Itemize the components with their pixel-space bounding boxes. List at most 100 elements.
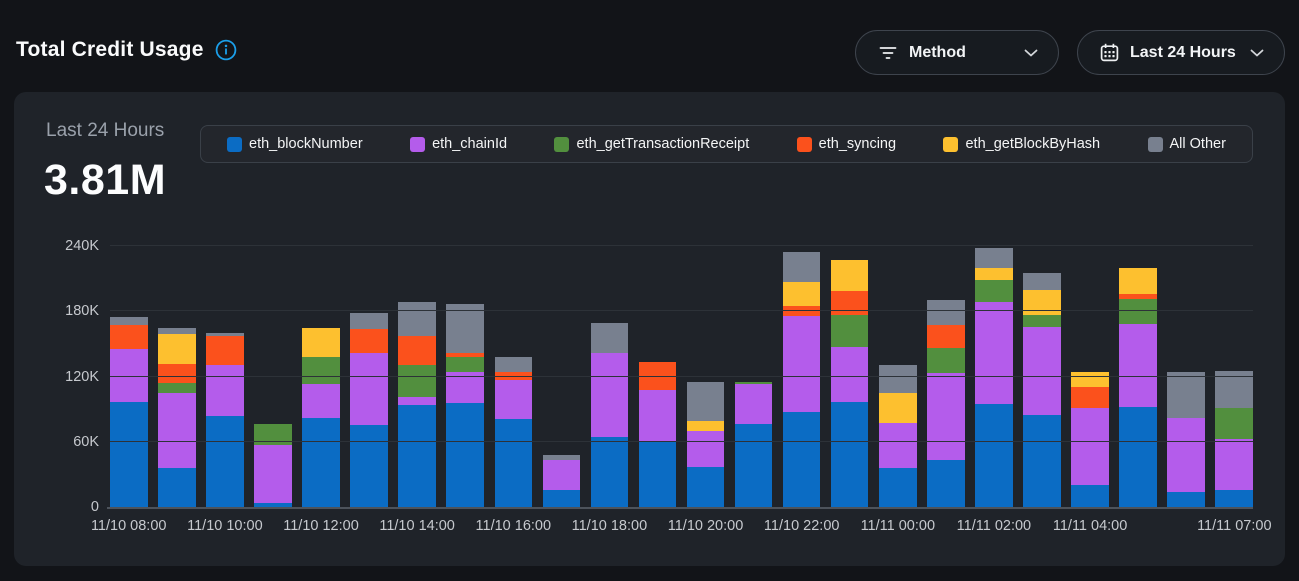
y-tick-label: 60K (73, 433, 99, 450)
bar-segment-eth_syncing (1071, 387, 1109, 409)
x-tick-label: 11/10 10:00 (187, 518, 263, 534)
bar-11-10-14-00[interactable] (398, 301, 436, 507)
bar-segment-all-other (110, 316, 148, 326)
bar-segment-eth_syncing (110, 325, 148, 350)
bar-segment-eth_blocknumber (1071, 485, 1109, 507)
bar-segment-eth_chainid (446, 372, 484, 403)
bar-11-10-10-00[interactable] (206, 333, 244, 507)
page-title: Total Credit Usage (16, 38, 204, 61)
gridline (110, 375, 1253, 377)
bar-segment-all-other (879, 364, 917, 393)
bar-segment-eth_gettransactionreceipt (398, 364, 436, 398)
bar-11-10-09-00[interactable] (158, 327, 196, 507)
legend-item-all-other[interactable]: All Other (1147, 136, 1226, 152)
bar-segment-all-other (446, 303, 484, 353)
legend-item-eth_gettransactionreceipt[interactable]: eth_getTransactionReceipt (554, 136, 749, 152)
bar-11-10-16-00[interactable] (494, 357, 532, 507)
bar-11-11-04-00[interactable] (1071, 372, 1109, 507)
bar-11-10-15-00[interactable] (446, 303, 484, 507)
bar-11-10-17-00[interactable] (542, 454, 581, 507)
bar-segment-eth_blocknumber (1023, 414, 1061, 507)
bar-segment-all-other (975, 248, 1013, 268)
bar-segment-eth_syncing (927, 325, 965, 349)
bar-11-10-12-00[interactable] (302, 327, 340, 507)
legend-swatch (227, 136, 242, 152)
legend-item-eth_chainid[interactable]: eth_chainId (410, 136, 507, 152)
bar-segment-eth_gettransactionreceipt (158, 383, 196, 393)
bar-11-11-00-00[interactable] (879, 364, 917, 507)
bar-11-11-01-00[interactable] (927, 300, 965, 507)
bar-segment-all-other (206, 333, 244, 337)
bar-11-10-19-00[interactable] (638, 362, 677, 507)
bar-segment-eth_gettransactionreceipt (446, 357, 484, 373)
bar-11-11-05-00[interactable] (1119, 267, 1157, 507)
bar-segment-all-other (494, 357, 532, 373)
x-tick-label: 11/11 02:00 (956, 518, 1032, 534)
bar-11-10-21-00[interactable] (734, 382, 773, 507)
bar-segment-all-other (1023, 273, 1061, 290)
bar-segment-eth_chainid (494, 379, 532, 419)
x-tick-label: 11/11 00:00 (860, 518, 936, 534)
legend-item-eth_getblockbyhash[interactable]: eth_getBlockByHash (943, 136, 1100, 152)
legend-item-eth_syncing[interactable]: eth_syncing (796, 136, 896, 152)
bar-segment-eth_blocknumber (206, 415, 244, 507)
credit-usage-card: Last 24 Hours 3.81M eth_blockNumber eth_c… (14, 92, 1285, 566)
legend-item-eth_blocknumber[interactable]: eth_blockNumber (227, 136, 363, 152)
bar-11-10-18-00[interactable] (590, 323, 629, 507)
bar-segment-all-other (542, 454, 581, 461)
x-tick-label: 11/10 22:00 (763, 518, 840, 534)
bar-segment-all-other (927, 300, 965, 326)
bar-segment-eth_blocknumber (830, 401, 869, 507)
bar-11-10-20-00[interactable] (686, 382, 725, 507)
bar-segment-eth_chainid (206, 364, 244, 416)
chevron-down-icon (1024, 49, 1038, 57)
bar-segment-eth_getblockbyhash (1119, 267, 1157, 294)
bar-11-10-13-00[interactable] (350, 313, 388, 507)
bar-segment-eth_gettransactionreceipt (302, 356, 340, 385)
bar-segment-eth_gettransactionreceipt (254, 424, 292, 446)
x-tick-label: 11/10 16:00 (475, 518, 552, 534)
bar-segment-eth_blocknumber (638, 440, 677, 507)
bar-segment-eth_blocknumber (542, 489, 581, 507)
bar-11-11-06-00[interactable] (1167, 372, 1205, 507)
bar-11-11-03-00[interactable] (1023, 273, 1061, 507)
gridline (110, 310, 1253, 312)
bar-segment-eth_blocknumber (686, 466, 725, 507)
x-tick-label: 11/10 08:00 (90, 518, 167, 534)
bar-segment-eth_syncing (1119, 293, 1157, 300)
bar-segment-all-other (686, 382, 725, 422)
bar-segment-eth_blocknumber (1215, 489, 1253, 507)
bar-segment-eth_getblockbyhash (1071, 372, 1109, 388)
bar-11-11-07-00[interactable] (1215, 371, 1253, 507)
period-label: Last 24 Hours (46, 120, 165, 141)
gridline (110, 440, 1253, 442)
bar-segment-eth_blocknumber (1167, 491, 1205, 507)
bar-11-11-02-00[interactable] (975, 248, 1013, 507)
chevron-down-icon (1250, 49, 1264, 57)
bar-segment-eth_chainid (542, 460, 581, 490)
legend-label: All Other (1169, 136, 1226, 152)
filter-icon (878, 45, 898, 61)
bar-11-10-22-00[interactable] (782, 251, 821, 507)
bar-segment-eth_blocknumber (158, 467, 196, 507)
bar-segment-eth_chainid (350, 352, 388, 426)
time-range-dropdown[interactable]: Last 24 Hours (1077, 30, 1285, 75)
bar-segment-eth_chainid (110, 349, 148, 402)
bar-11-10-23-00[interactable] (830, 260, 869, 507)
bar-11-10-08-00[interactable] (110, 316, 148, 507)
bar-segment-eth_blocknumber (302, 417, 340, 507)
method-filter-dropdown[interactable]: Method (855, 30, 1059, 75)
bar-segment-eth_chainid (830, 347, 869, 402)
bar-segment-eth_gettransactionreceipt (1119, 299, 1157, 325)
bar-segment-eth_chainid (927, 373, 965, 461)
bar-11-10-11-00[interactable] (254, 424, 292, 507)
page-header: Total Credit Usage (16, 38, 237, 62)
bar-segment-eth_blocknumber (782, 412, 821, 507)
bar-segment-eth_gettransactionreceipt (734, 382, 773, 385)
bar-segment-all-other (398, 301, 436, 337)
bar-segment-eth_chainid (158, 392, 196, 468)
info-icon[interactable] (215, 39, 237, 61)
bar-segment-eth_chainid (686, 430, 725, 467)
bar-segment-eth_chainid (1071, 408, 1109, 486)
bar-segment-eth_getblockbyhash (158, 334, 196, 364)
